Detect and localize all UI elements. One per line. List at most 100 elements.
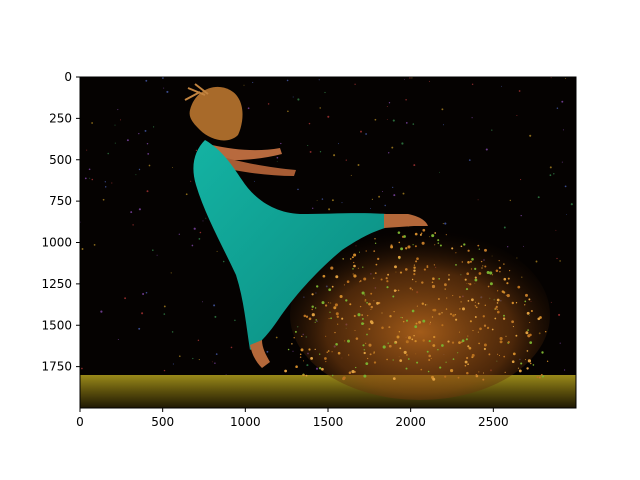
splash-droplets [284,228,549,381]
splash-droplet [311,293,314,296]
sparkle [371,198,373,200]
sparkle [88,168,91,171]
splash-droplet [353,314,356,318]
splash-droplet [411,309,415,313]
splash-droplet [503,263,505,265]
sparkle [553,173,555,175]
sparkle [518,90,521,92]
splash-droplet [386,286,389,289]
splash-droplet [503,355,506,358]
sparkle [117,109,119,111]
splash-droplet [420,232,423,235]
sparkle [537,196,540,199]
splash-droplet [496,290,499,292]
sparkle [559,342,561,344]
splash-droplet [424,304,427,306]
splash-droplet [537,317,541,321]
splash-droplet [411,289,414,291]
splash-droplet [373,361,377,364]
sparkle [130,211,133,214]
splash-droplet [369,320,373,324]
splash-droplet [538,376,541,379]
splash-droplet [314,307,317,309]
x-tick-label: 2500 [478,415,509,429]
splash-droplet [352,273,354,275]
splash-droplet [399,347,402,350]
sparkle [147,153,150,155]
sparkle [292,96,294,98]
splash-droplet [474,301,476,303]
splash-droplet [430,357,432,359]
splash-droplet [526,311,530,315]
splash-droplet [468,283,470,285]
splash-droplet [392,377,396,380]
splash-droplet [305,315,309,318]
sparkle [145,291,148,294]
splash-droplet [284,369,287,373]
splash-droplet [400,247,404,251]
sparkle [319,107,321,109]
splash-droplet [389,315,392,318]
splash-droplet [431,234,435,238]
sparkle [564,185,567,188]
splash-droplet [506,294,510,298]
splash-droplet [328,288,332,292]
sparkle [276,156,279,159]
sparkle [360,130,362,133]
sparkle [252,81,254,83]
splash-droplet [527,359,532,363]
sparkle [315,367,319,370]
splash-droplet [294,330,297,333]
sparkle [354,83,356,85]
splash-droplet [416,361,419,364]
splash-droplet [517,367,519,369]
splash-droplet [331,351,333,353]
sparkle [312,207,314,209]
splash-droplet [474,304,477,307]
sparkle [104,186,107,188]
splash-droplet [413,264,415,266]
splash-droplet [302,360,305,362]
splash-droplet [469,283,472,286]
sparkle [163,305,166,308]
splash-droplet [484,265,487,268]
splash-droplet [339,294,343,299]
splash-droplet [308,317,312,321]
sparkle [507,246,509,248]
splash-droplet [353,264,356,268]
splash-droplet [474,278,478,282]
splash-droplet [467,249,470,252]
splash-droplet [370,308,372,310]
sparkle [163,313,166,315]
sparkle [428,80,430,82]
splash-droplet [416,305,418,307]
splash-droplet [398,241,401,244]
splash-droplet [342,258,344,260]
splash-droplet [455,318,458,321]
splash-droplet [437,348,439,351]
splash-droplet [466,272,470,276]
splash-droplet [327,302,329,304]
sparkle [565,78,567,79]
sparkle [266,350,269,353]
sparkle [387,152,390,154]
sparkle [152,249,154,251]
splash-droplet [491,328,494,331]
splash-droplet [359,305,362,308]
sparkle [370,207,371,209]
sparkle [198,238,201,240]
x-tick-label: 1000 [230,415,261,429]
splash-droplet [495,305,498,309]
splash-droplet [351,256,354,259]
splash-droplet [293,336,295,339]
splash-droplet [361,291,365,295]
splash-droplet [431,284,436,289]
sparkle [163,87,165,89]
water-splash [290,230,550,400]
splash-droplet [303,314,307,318]
splash-droplet [421,302,425,305]
splash-droplet [427,370,430,373]
splash-droplet [422,228,426,232]
sparkle [443,124,444,126]
splash-droplet [370,292,373,295]
